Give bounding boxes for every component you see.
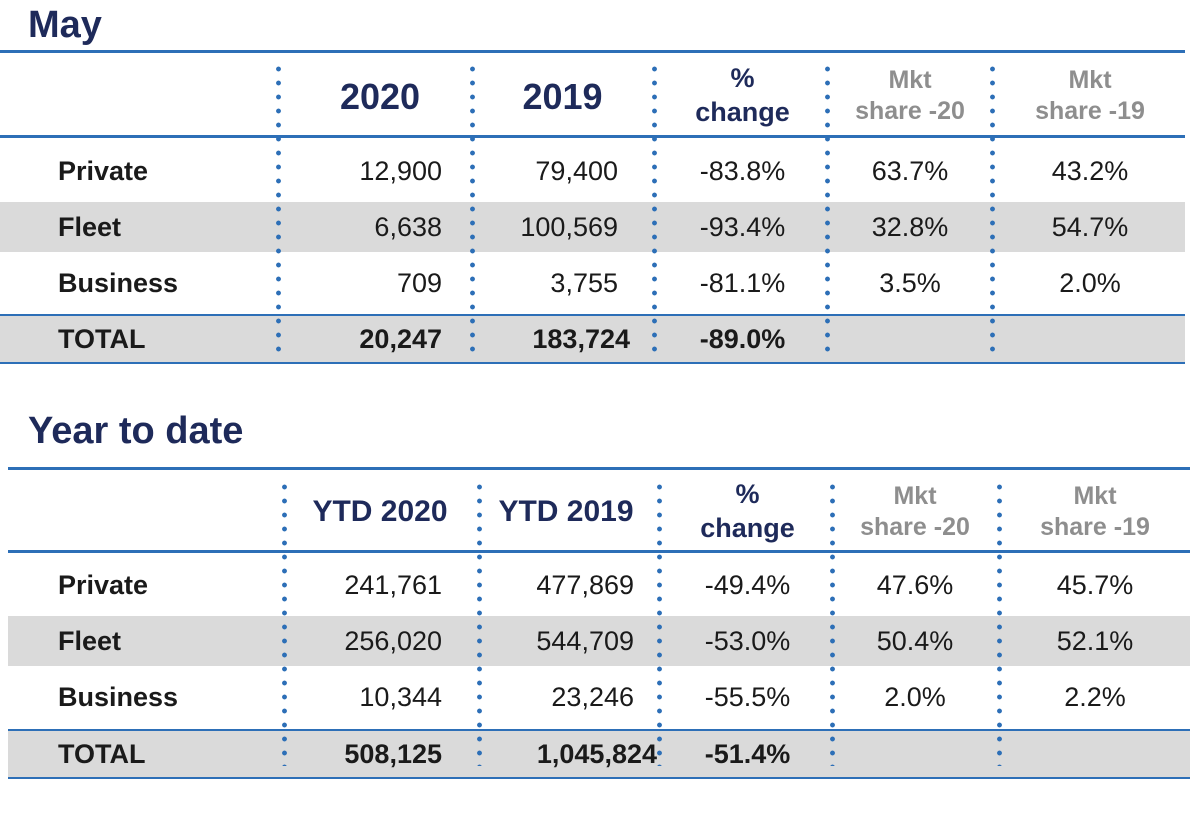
value-mkt-share-20: 2.0% [835,672,995,722]
header-share-20: share -20 [860,512,970,543]
table-row-fleet: Fleet 256,020 544,709 -53.0% 50.4% 52.1% [8,616,1190,666]
value-2020: 20,247 [290,316,442,362]
value-pct-change: -89.0% [660,316,825,362]
value-2019: 183,724 [480,316,630,362]
column-separator [997,480,1002,766]
row-label: Fleet [58,616,121,666]
value-mkt-share-19: 2.0% [995,258,1185,308]
row-label: TOTAL [58,316,146,362]
column-separator [990,62,995,352]
value-mkt-share-19: 43.2% [995,146,1185,196]
value-mkt-share-19: 2.2% [1000,672,1190,722]
header-2020: 2020 [290,60,470,132]
value-mkt-share-19 [1000,731,1190,777]
value-ytd-2020: 256,020 [290,616,442,666]
table-row-total: TOTAL 508,125 1,045,824 -51.4% [8,731,1190,777]
value-ytd-2019: 1,045,824 [482,731,657,777]
value-ytd-2020: 10,344 [290,672,442,722]
header-mkt-share-20: Mkt share -20 [835,476,995,548]
column-separator [830,480,835,766]
table-row-private: Private 241,761 477,869 -49.4% 47.6% 45.… [8,560,1190,610]
value-ytd-2020: 241,761 [290,560,442,610]
value-pct-change: -93.4% [660,202,825,252]
value-mkt-share-19: 54.7% [995,202,1185,252]
value-pct-change: -49.4% [665,560,830,610]
value-mkt-share-19: 52.1% [1000,616,1190,666]
value-mkt-share-20: 63.7% [830,146,990,196]
ytd-table: YTD 2020 YTD 2019 % change Mkt share -20… [0,400,1200,800]
table-row-total: TOTAL 20,247 183,724 -89.0% [0,316,1185,362]
header-mkt-word: Mkt [888,65,931,96]
row-label: Business [58,258,178,308]
header-rule [0,135,1185,138]
header-2019: 2019 [480,60,645,132]
bottom-rule [8,777,1190,779]
value-mkt-share-20: 32.8% [830,202,990,252]
header-mkt-share-19: Mkt share -19 [1000,476,1190,548]
value-2019: 3,755 [480,258,618,308]
header-mkt-word: Mkt [893,481,936,512]
header-pct-change: % change [665,476,830,548]
header-change-word: change [700,512,795,546]
value-ytd-2019: 23,246 [482,672,634,722]
value-pct-change: -53.0% [665,616,830,666]
header-pct-symbol: % [730,62,754,96]
header-change-word: change [695,96,790,130]
value-2020: 6,638 [290,202,442,252]
value-2020: 709 [290,258,442,308]
row-label: Fleet [58,202,121,252]
value-mkt-share-19: 45.7% [1000,560,1190,610]
top-rule [0,50,1185,53]
table-row-fleet: Fleet 6,638 100,569 -93.4% 32.8% 54.7% [0,202,1185,252]
header-share-19: share -19 [1040,512,1150,543]
column-separator [825,62,830,352]
header-pct-change: % change [660,60,825,132]
column-separator [470,62,475,352]
column-separator [282,480,287,766]
row-label: TOTAL [58,731,146,777]
table-row-business: Business 709 3,755 -81.1% 3.5% 2.0% [0,258,1185,308]
may-section: May 2020 2019 % change Mkt share -20 Mkt… [0,0,1200,380]
header-ytd-2019: YTD 2019 [482,476,650,548]
header-share-19: share -19 [1035,96,1145,127]
header-mkt-word: Mkt [1068,65,1111,96]
value-pct-change: -83.8% [660,146,825,196]
value-ytd-2019: 544,709 [482,616,634,666]
header-ytd-2020: YTD 2020 [290,476,470,548]
value-ytd-2019: 477,869 [482,560,634,610]
ytd-section: Year to date YTD 2020 YTD 2019 % change … [0,400,1200,800]
column-separator [276,62,281,352]
column-separator [652,62,657,352]
header-share-20: share -20 [855,96,965,127]
row-label: Private [58,560,148,610]
header-rule [8,550,1190,553]
column-separator [657,480,662,766]
value-mkt-share-20 [835,731,995,777]
value-mkt-share-20: 47.6% [835,560,995,610]
header-mkt-share-20: Mkt share -20 [830,60,990,132]
row-label: Private [58,146,148,196]
value-mkt-share-20 [830,316,990,362]
column-separator [477,480,482,766]
table-row-business: Business 10,344 23,246 -55.5% 2.0% 2.2% [8,672,1190,722]
top-rule [8,467,1190,470]
value-mkt-share-20: 50.4% [835,616,995,666]
value-mkt-share-20: 3.5% [830,258,990,308]
header-mkt-share-19: Mkt share -19 [995,60,1185,132]
row-label: Business [58,672,178,722]
value-mkt-share-19 [995,316,1185,362]
header-pct-symbol: % [735,478,759,512]
value-pct-change: -55.5% [665,672,830,722]
header-mkt-word: Mkt [1073,481,1116,512]
value-ytd-2020: 508,125 [290,731,442,777]
table-row-private: Private 12,900 79,400 -83.8% 63.7% 43.2% [0,146,1185,196]
value-2019: 100,569 [480,202,618,252]
bottom-rule [0,362,1185,364]
may-table: 2020 2019 % change Mkt share -20 Mkt sha… [0,0,1200,380]
value-2019: 79,400 [480,146,618,196]
value-pct-change: -51.4% [665,731,830,777]
value-2020: 12,900 [290,146,442,196]
value-pct-change: -81.1% [660,258,825,308]
